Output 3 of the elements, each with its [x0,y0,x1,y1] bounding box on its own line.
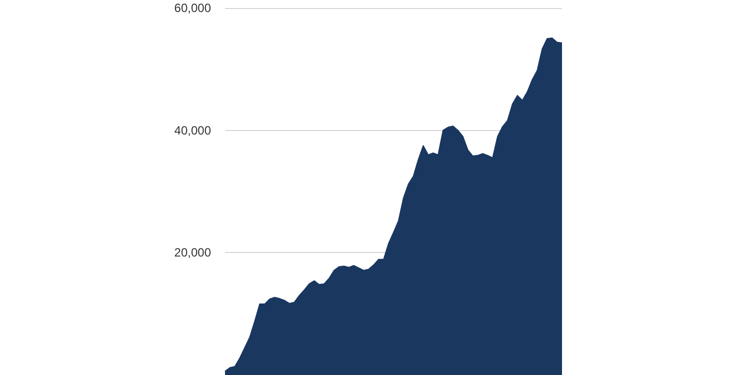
y-tick-label: 40,000 [174,123,212,138]
y-tick-label: 20,000 [174,246,212,260]
y-tick-label: 60,000 [174,1,212,15]
